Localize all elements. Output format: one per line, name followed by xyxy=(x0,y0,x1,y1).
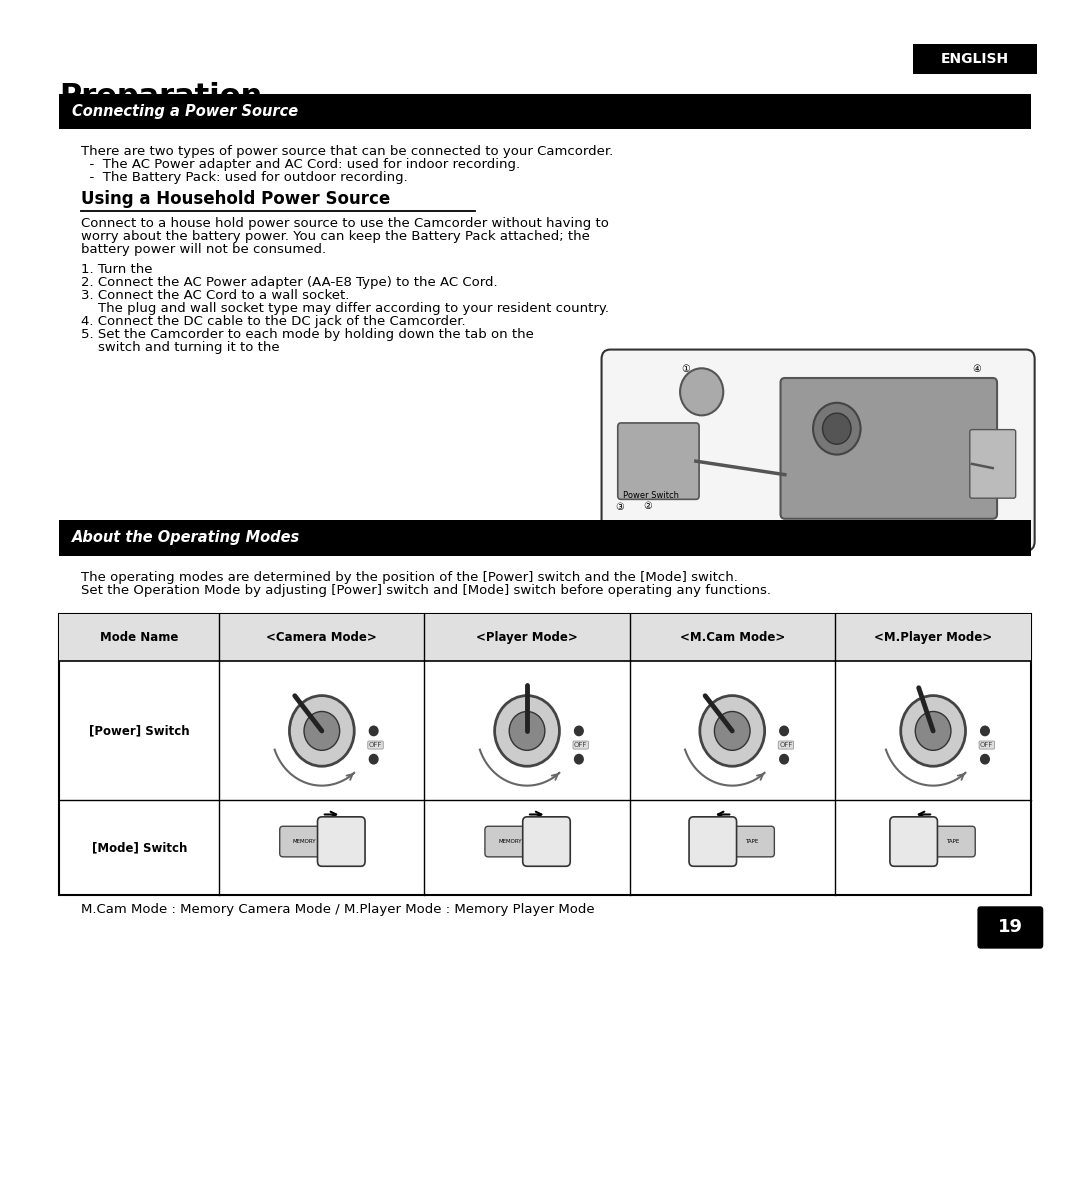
FancyBboxPatch shape xyxy=(602,350,1035,551)
Circle shape xyxy=(714,711,750,751)
Text: [Mode] Switch: [Mode] Switch xyxy=(92,840,187,855)
Circle shape xyxy=(575,754,583,764)
Circle shape xyxy=(981,754,989,764)
FancyBboxPatch shape xyxy=(977,906,1043,949)
Bar xyxy=(59,614,1031,895)
Text: [Power] Switch: [Power] Switch xyxy=(89,724,190,738)
Circle shape xyxy=(901,696,966,766)
Text: OFF: OFF xyxy=(779,742,793,749)
Text: Connecting a Power Source: Connecting a Power Source xyxy=(72,105,298,119)
Text: 3. Connect the AC Cord to a wall socket.: 3. Connect the AC Cord to a wall socket. xyxy=(81,288,349,302)
FancyBboxPatch shape xyxy=(318,817,365,866)
Bar xyxy=(59,614,1031,661)
Circle shape xyxy=(915,711,950,751)
Text: ①: ① xyxy=(680,364,690,374)
Text: -  The Battery Pack: used for outdoor recording.: - The Battery Pack: used for outdoor rec… xyxy=(81,171,408,185)
Text: ③: ③ xyxy=(616,503,624,512)
FancyBboxPatch shape xyxy=(689,817,737,866)
Text: There are two types of power source that can be connected to your Camcorder.: There are two types of power source that… xyxy=(81,145,613,159)
Text: TAPE: TAPE xyxy=(946,839,959,844)
FancyBboxPatch shape xyxy=(891,826,975,857)
FancyBboxPatch shape xyxy=(523,817,570,866)
Circle shape xyxy=(510,711,545,751)
Bar xyxy=(913,44,1037,73)
Bar xyxy=(59,109,1031,112)
Circle shape xyxy=(369,726,378,736)
Circle shape xyxy=(780,754,788,764)
Bar xyxy=(59,520,1031,556)
Circle shape xyxy=(780,726,788,736)
Text: 2. Connect the AC Power adapter (AA-E8 Type) to the AC Cord.: 2. Connect the AC Power adapter (AA-E8 T… xyxy=(81,275,498,290)
Text: battery power will not be consumed.: battery power will not be consumed. xyxy=(81,242,326,257)
FancyBboxPatch shape xyxy=(970,430,1015,498)
Text: MEMORY: MEMORY xyxy=(293,839,316,844)
Text: 19: 19 xyxy=(998,918,1023,937)
Circle shape xyxy=(495,696,559,766)
Text: OFF: OFF xyxy=(575,742,588,749)
Text: TAPE: TAPE xyxy=(540,839,553,844)
Bar xyxy=(59,102,1031,107)
Circle shape xyxy=(680,368,724,415)
Bar xyxy=(59,94,1031,129)
Text: 5. Set the Camcorder to each mode by holding down the tab on the: 5. Set the Camcorder to each mode by hol… xyxy=(81,327,538,341)
Text: OFF: OFF xyxy=(369,742,382,749)
Circle shape xyxy=(823,413,851,444)
FancyBboxPatch shape xyxy=(485,826,569,857)
Text: <M.Player Mode>: <M.Player Mode> xyxy=(874,631,993,645)
FancyBboxPatch shape xyxy=(690,826,774,857)
Text: MEMORY: MEMORY xyxy=(498,839,522,844)
Text: Mode Name: Mode Name xyxy=(100,631,178,645)
Text: ②: ② xyxy=(644,500,652,511)
Text: Power Switch: Power Switch xyxy=(623,491,679,499)
Text: About the Operating Modes: About the Operating Modes xyxy=(72,531,300,545)
Text: The plug and wall socket type may differ according to your resident country.: The plug and wall socket type may differ… xyxy=(81,301,609,315)
Circle shape xyxy=(813,403,861,454)
Circle shape xyxy=(700,696,765,766)
Text: MEMORY: MEMORY xyxy=(904,839,928,844)
Circle shape xyxy=(289,696,354,766)
Text: <M.Cam Mode>: <M.Cam Mode> xyxy=(679,631,785,645)
Text: ④: ④ xyxy=(972,364,981,374)
Text: TAPE: TAPE xyxy=(335,839,348,844)
Circle shape xyxy=(981,726,989,736)
FancyBboxPatch shape xyxy=(781,378,997,519)
Text: M.Cam Mode : Memory Camera Mode / M.Player Mode : Memory Player Mode: M.Cam Mode : Memory Camera Mode / M.Play… xyxy=(81,903,595,917)
Text: OFF: OFF xyxy=(980,742,994,749)
Text: 1. Turn the: 1. Turn the xyxy=(81,262,157,277)
Circle shape xyxy=(305,711,339,751)
Text: switch and turning it to the: switch and turning it to the xyxy=(81,340,284,354)
Text: <Camera Mode>: <Camera Mode> xyxy=(267,631,377,645)
Circle shape xyxy=(575,726,583,736)
Text: MEMORY: MEMORY xyxy=(703,839,727,844)
Text: 4. Connect the DC cable to the DC jack of the Camcorder.: 4. Connect the DC cable to the DC jack o… xyxy=(81,314,465,328)
Text: Preparation: Preparation xyxy=(59,82,262,111)
Text: Connect to a house hold power source to use the Camcorder without having to: Connect to a house hold power source to … xyxy=(81,217,609,231)
Text: ENGLISH: ENGLISH xyxy=(941,52,1009,66)
Text: Using a Household Power Source: Using a Household Power Source xyxy=(81,189,390,208)
Text: <Player Mode>: <Player Mode> xyxy=(476,631,578,645)
Text: TAPE: TAPE xyxy=(745,839,758,844)
Text: Set the Operation Mode by adjusting [Power] switch and [Mode] switch before oper: Set the Operation Mode by adjusting [Pow… xyxy=(81,584,771,598)
FancyBboxPatch shape xyxy=(280,826,364,857)
Text: worry about the battery power. You can keep the Battery Pack attached; the: worry about the battery power. You can k… xyxy=(81,230,590,244)
Text: -  The AC Power adapter and AC Cord: used for indoor recording.: - The AC Power adapter and AC Cord: used… xyxy=(81,158,521,172)
FancyBboxPatch shape xyxy=(890,817,937,866)
Circle shape xyxy=(369,754,378,764)
Text: The operating modes are determined by the position of the [Power] switch and the: The operating modes are determined by th… xyxy=(81,571,738,585)
FancyBboxPatch shape xyxy=(618,423,699,499)
